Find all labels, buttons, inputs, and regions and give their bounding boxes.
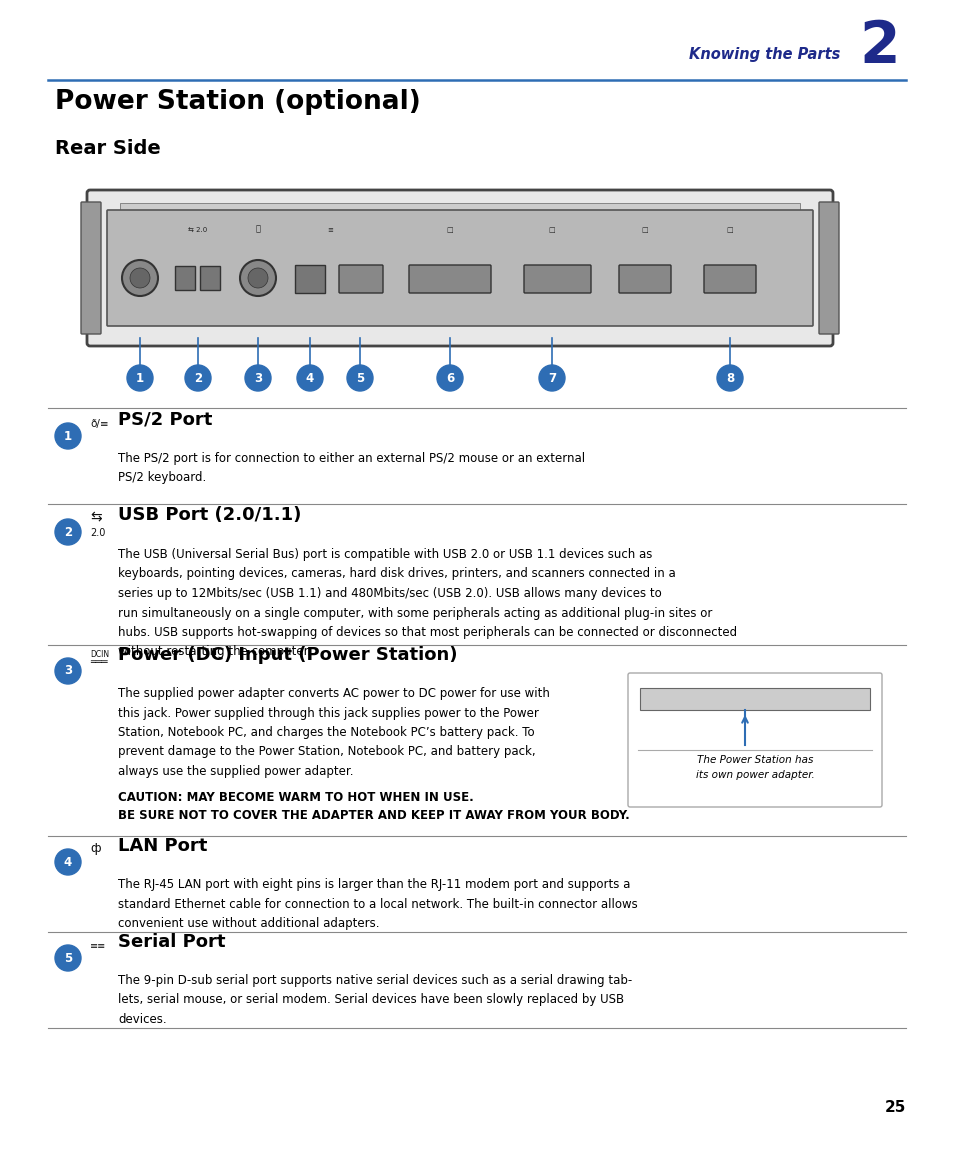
Text: Power Station (optional): Power Station (optional)	[55, 89, 420, 116]
Text: its own power adapter.: its own power adapter.	[695, 770, 814, 780]
Text: The RJ-45 LAN port with eight pins is larger than the RJ-11 modem port and suppo: The RJ-45 LAN port with eight pins is la…	[118, 878, 638, 930]
FancyBboxPatch shape	[294, 264, 325, 293]
Circle shape	[240, 260, 275, 296]
Text: DCIN: DCIN	[90, 650, 109, 660]
Circle shape	[55, 519, 81, 545]
Text: ⦂: ⦂	[255, 224, 260, 233]
FancyBboxPatch shape	[523, 264, 590, 293]
Circle shape	[248, 268, 268, 288]
Text: LAN Port: LAN Port	[118, 837, 207, 855]
Text: Rear Side: Rear Side	[55, 139, 161, 158]
Circle shape	[245, 365, 271, 392]
Text: Knowing the Parts: Knowing the Parts	[688, 47, 840, 62]
Circle shape	[436, 365, 462, 392]
Text: 7: 7	[547, 372, 556, 385]
Circle shape	[55, 945, 81, 971]
FancyBboxPatch shape	[627, 673, 882, 807]
Text: ⇆ 2.0: ⇆ 2.0	[188, 228, 208, 233]
Text: ⇆: ⇆	[90, 511, 102, 524]
Text: 2.0: 2.0	[90, 528, 105, 538]
Text: 3: 3	[253, 372, 262, 385]
FancyBboxPatch shape	[818, 202, 838, 334]
FancyBboxPatch shape	[703, 264, 755, 293]
Circle shape	[55, 849, 81, 875]
Circle shape	[130, 268, 150, 288]
Circle shape	[122, 260, 158, 296]
Text: 2: 2	[64, 526, 72, 538]
Text: 5: 5	[64, 952, 72, 964]
Text: 1: 1	[64, 430, 72, 442]
Circle shape	[538, 365, 564, 392]
FancyBboxPatch shape	[87, 191, 832, 346]
Text: □: □	[641, 228, 648, 233]
Text: The USB (Universal Serial Bus) port is compatible with USB 2.0 or USB 1.1 device: The USB (Universal Serial Bus) port is c…	[118, 547, 737, 658]
Text: USB Port (2.0/1.1): USB Port (2.0/1.1)	[118, 506, 301, 524]
Text: 6: 6	[445, 372, 454, 385]
FancyBboxPatch shape	[200, 266, 220, 290]
Text: 5: 5	[355, 372, 364, 385]
Text: The Power Station has: The Power Station has	[696, 755, 812, 765]
FancyBboxPatch shape	[174, 266, 194, 290]
Text: Power (DC) Input (Power Station): Power (DC) Input (Power Station)	[118, 646, 457, 664]
Text: 2: 2	[859, 18, 899, 75]
Circle shape	[296, 365, 323, 392]
Text: ф: ф	[90, 842, 100, 855]
FancyBboxPatch shape	[409, 264, 491, 293]
Text: CAUTION: MAY BECOME WARM TO HOT WHEN IN USE.
BE SURE NOT TO COVER THE ADAPTER AN: CAUTION: MAY BECOME WARM TO HOT WHEN IN …	[118, 791, 629, 822]
Circle shape	[127, 365, 152, 392]
Text: Serial Port: Serial Port	[118, 933, 225, 951]
Circle shape	[717, 365, 742, 392]
Text: 4: 4	[306, 372, 314, 385]
FancyBboxPatch shape	[107, 210, 812, 326]
Text: The 9-pin D-sub serial port supports native serial devices such as a serial draw: The 9-pin D-sub serial port supports nat…	[118, 974, 632, 1026]
Circle shape	[185, 365, 211, 392]
FancyBboxPatch shape	[81, 202, 101, 334]
Text: ≡≡: ≡≡	[90, 941, 106, 951]
Text: The PS/2 port is for connection to either an external PS/2 mouse or an external
: The PS/2 port is for connection to eithe…	[118, 452, 584, 484]
Text: □: □	[446, 228, 453, 233]
Text: 8: 8	[725, 372, 734, 385]
Text: The supplied power adapter converts AC power to DC power for use with
this jack.: The supplied power adapter converts AC p…	[118, 687, 549, 778]
Text: PS/2 Port: PS/2 Port	[118, 411, 213, 429]
Circle shape	[55, 658, 81, 684]
FancyBboxPatch shape	[618, 264, 670, 293]
FancyBboxPatch shape	[120, 203, 800, 215]
FancyBboxPatch shape	[338, 264, 382, 293]
Text: □: □	[548, 228, 555, 233]
Circle shape	[347, 365, 373, 392]
Text: 25: 25	[883, 1100, 905, 1115]
FancyBboxPatch shape	[639, 688, 869, 710]
Text: ≡: ≡	[327, 228, 333, 233]
Text: 1: 1	[135, 372, 144, 385]
Text: 4: 4	[64, 856, 72, 869]
Text: □: □	[726, 228, 733, 233]
Text: 3: 3	[64, 664, 72, 678]
Text: 2: 2	[193, 372, 202, 385]
Text: ð/≡: ð/≡	[90, 419, 109, 429]
Circle shape	[55, 423, 81, 449]
Text: ═══: ═══	[90, 657, 108, 666]
